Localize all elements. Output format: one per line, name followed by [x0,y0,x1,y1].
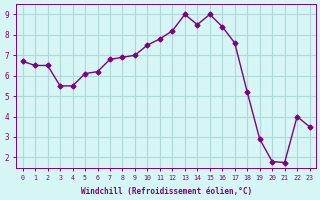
X-axis label: Windchill (Refroidissement éolien,°C): Windchill (Refroidissement éolien,°C) [81,187,252,196]
